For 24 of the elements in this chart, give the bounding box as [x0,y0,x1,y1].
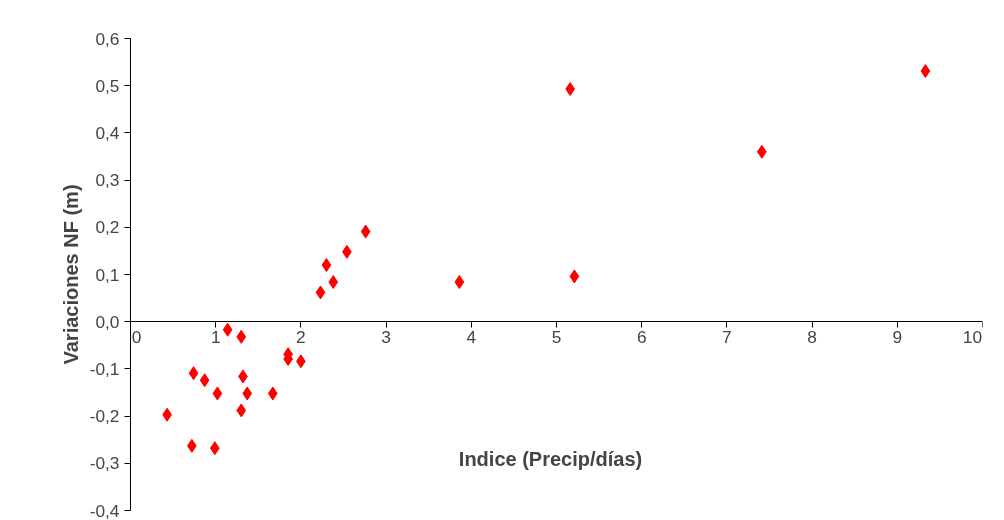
y-tick-label: 0,2 [95,217,120,238]
x-tick-label: 3 [381,326,391,347]
y-tick-label: 0,6 [95,28,120,49]
y-axis-title: Variaciones NF (m) [59,184,82,365]
x-tick-label: 9 [892,326,903,347]
x-tick-label: 0 [131,326,142,347]
x-tick-label: 1 [210,326,221,347]
x-tick-label: 7 [722,326,732,347]
x-tick-label: 10 [962,326,983,347]
x-tick-label: 2 [296,326,306,347]
y-tick-label: -0,3 [89,453,120,474]
x-tick-label: 8 [807,326,817,347]
y-tick-label: 0,4 [95,122,120,143]
y-tick-label: 0,5 [95,75,120,96]
x-tick-label: 5 [551,326,562,347]
y-tick-label: 0,3 [95,170,120,191]
x-tick-label: 6 [636,326,647,347]
y-tick-label: 0,1 [95,264,120,285]
y-tick-label: -0,4 [89,500,120,520]
y-tick-label: -0,1 [89,358,120,379]
y-tick-label: 0,0 [95,311,120,332]
y-tick-label: -0,2 [89,406,120,427]
x-axis-title: Indice (Precip/días) [458,447,643,470]
x-tick-label: 4 [466,326,477,347]
